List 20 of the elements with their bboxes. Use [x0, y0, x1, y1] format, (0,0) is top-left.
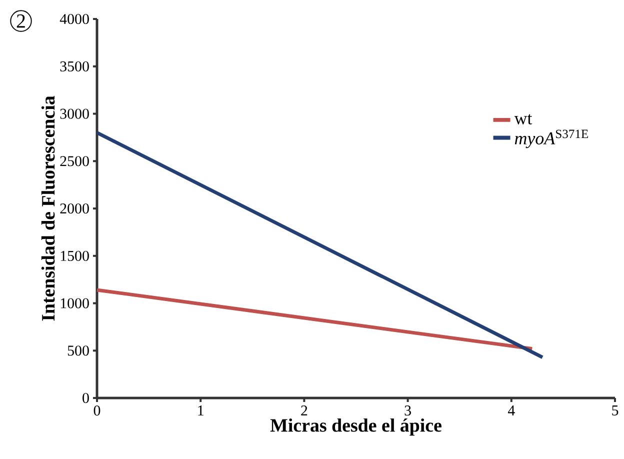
- y-tick-label: 500: [68, 346, 89, 356]
- y-tick-label: 0: [82, 392, 89, 404]
- y-tick-label: 2000: [60, 203, 89, 214]
- text: 2: [16, 14, 25, 28]
- y-tick-label: 3000: [60, 108, 89, 119]
- y-tick-label: 2500: [60, 156, 89, 166]
- y-tick-label: 4000: [60, 14, 89, 24]
- x-axis-title: Micras desde el ápice: [270, 418, 442, 436]
- y-tick-label: 1000: [60, 298, 89, 308]
- x-tick-label: 1: [198, 406, 204, 416]
- x-tick-label: 5: [612, 406, 618, 416]
- y-axis-title: Intensidad de Fluorescencia: [41, 96, 55, 321]
- y-tick-label: 3500: [60, 61, 89, 72]
- x-tick-label: 0: [94, 406, 100, 416]
- y-tick-label: 1500: [60, 250, 89, 261]
- legend-label: myoA$^{S371E}$: [514, 130, 588, 148]
- x-tick-label: 4: [508, 406, 515, 416]
- x-tick-label: 2: [301, 406, 308, 416]
- legend-label: wt: [514, 114, 532, 124]
- x-tick-label: 3: [404, 406, 411, 416]
